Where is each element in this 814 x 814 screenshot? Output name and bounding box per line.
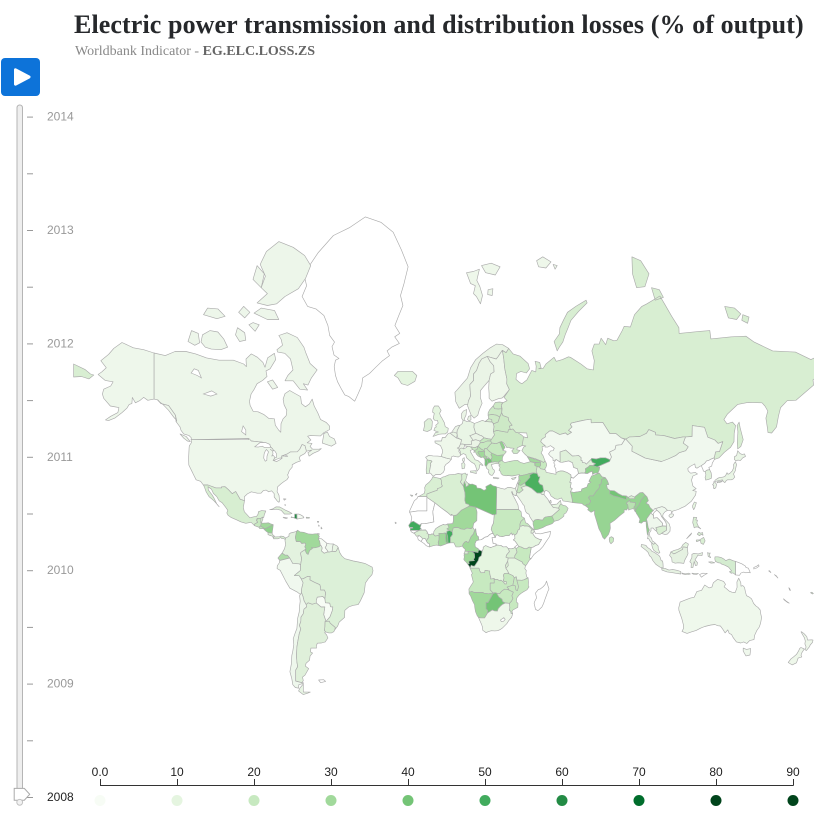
svg-text:2011: 2011 xyxy=(47,450,73,464)
svg-text:2008: 2008 xyxy=(47,790,74,804)
svg-text:70: 70 xyxy=(632,765,646,779)
svg-text:2013: 2013 xyxy=(47,223,74,237)
svg-text:0.0: 0.0 xyxy=(92,765,109,779)
svg-text:50: 50 xyxy=(478,765,492,779)
svg-text:10: 10 xyxy=(170,765,184,779)
svg-text:2012: 2012 xyxy=(47,336,74,350)
svg-text:90: 90 xyxy=(786,765,800,779)
svg-text:60: 60 xyxy=(555,765,569,779)
svg-text:30: 30 xyxy=(324,765,338,779)
svg-text:2009: 2009 xyxy=(47,677,74,691)
svg-text:40: 40 xyxy=(401,765,415,779)
svg-text:2014: 2014 xyxy=(47,110,74,124)
svg-text:80: 80 xyxy=(709,765,723,779)
svg-text:2010: 2010 xyxy=(47,563,74,577)
svg-text:20: 20 xyxy=(247,765,261,779)
